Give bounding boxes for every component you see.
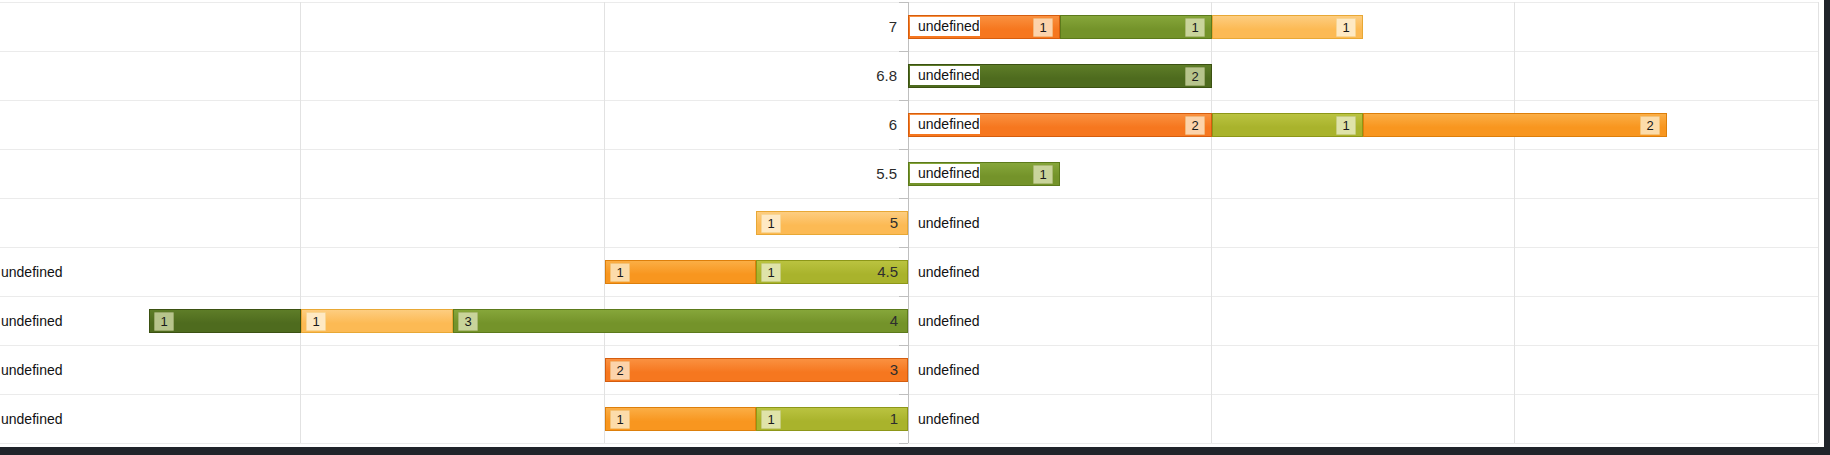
row-label: 3	[798, 358, 898, 382]
segment-value-label: 1	[1336, 18, 1356, 37]
segment-value-label: 2	[1185, 67, 1205, 86]
axis-tick	[899, 345, 908, 346]
vertical-scrollbar[interactable]	[1824, 0, 1830, 455]
bar-category-label: undefined	[910, 66, 980, 85]
bar-category-label-left: undefined	[1, 309, 63, 333]
segment-value-label: 1	[306, 312, 326, 331]
bar-segment[interactable]: 1	[301, 309, 453, 333]
horizontal-gridline	[0, 345, 1818, 346]
bar-segment[interactable]: 2	[1363, 113, 1667, 137]
diverging-stacked-bar-chart: 111undefined72undefined6.8212undefined61…	[0, 0, 1830, 455]
axis-tick	[899, 247, 908, 248]
bar-category-label: undefined	[918, 309, 980, 333]
row-label: 6.8	[798, 64, 897, 88]
bar-segment[interactable]: 1	[1212, 15, 1363, 39]
row-label: 4	[798, 309, 898, 333]
horizontal-gridline	[0, 2, 1818, 3]
axis-tick	[899, 296, 908, 297]
segment-value-label: 2	[1640, 116, 1660, 135]
row-label: 1	[798, 407, 898, 431]
segment-value-label: 1	[610, 410, 630, 429]
row-label: 6	[798, 113, 897, 137]
axis-tick	[899, 394, 908, 395]
bar-category-label-left: undefined	[1, 260, 63, 284]
horizontal-gridline	[0, 100, 1818, 101]
axis-tick	[899, 198, 908, 199]
segment-value-label: 1	[761, 263, 781, 282]
segment-value-label: 2	[610, 361, 630, 380]
vertical-gridline	[1818, 2, 1819, 443]
segment-value-label: 1	[1033, 18, 1053, 37]
bottom-dark-bar	[0, 447, 1830, 455]
segment-value-label: 3	[458, 312, 478, 331]
bar-category-label-left: undefined	[1, 358, 63, 382]
horizontal-gridline	[0, 198, 1818, 199]
segment-value-label: 1	[1033, 165, 1053, 184]
horizontal-gridline	[0, 51, 1818, 52]
bar-category-label: undefined	[910, 17, 980, 36]
segment-value-label: 1	[154, 312, 174, 331]
row-label: 4.5	[798, 260, 898, 284]
axis-tick	[899, 100, 908, 101]
bar-segment[interactable]: 1	[605, 407, 756, 431]
horizontal-gridline	[0, 394, 1818, 395]
row-label: 7	[798, 15, 897, 39]
bar-category-label: undefined	[918, 358, 980, 382]
bar-category-label: undefined	[918, 211, 980, 235]
segment-value-label: 1	[761, 214, 781, 233]
vertical-gridline	[1514, 2, 1515, 443]
horizontal-gridline	[0, 443, 1818, 444]
bar-segment[interactable]: 1	[1060, 15, 1212, 39]
axis-tick	[899, 149, 908, 150]
segment-value-label: 1	[1336, 116, 1356, 135]
axis-tick	[899, 51, 908, 52]
horizontal-gridline	[0, 247, 1818, 248]
bar-segment[interactable]: 1	[605, 260, 756, 284]
horizontal-gridline	[0, 149, 1818, 150]
bar-category-label: undefined	[910, 115, 980, 134]
vertical-gridline	[300, 2, 301, 443]
segment-value-label: 1	[610, 263, 630, 282]
row-label: 5	[798, 211, 898, 235]
bar-segment[interactable]: 1	[149, 309, 301, 333]
segment-value-label: 1	[761, 410, 781, 429]
segment-value-label: 2	[1185, 116, 1205, 135]
axis-tick	[899, 2, 908, 3]
bar-category-label: undefined	[910, 164, 980, 183]
bar-category-label: undefined	[918, 260, 980, 284]
segment-value-label: 1	[1185, 18, 1205, 37]
horizontal-gridline	[0, 296, 1818, 297]
bar-segment[interactable]: 1	[1212, 113, 1363, 137]
axis-tick	[899, 443, 908, 444]
bar-category-label: undefined	[918, 407, 980, 431]
bar-category-label-left: undefined	[1, 407, 63, 431]
row-label: 5.5	[798, 162, 897, 186]
